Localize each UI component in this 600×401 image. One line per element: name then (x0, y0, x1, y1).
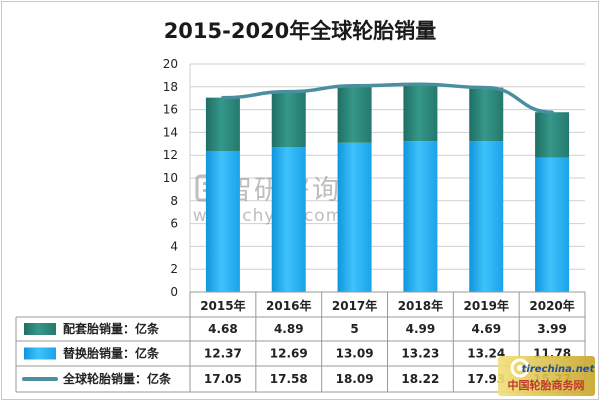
data-label-oe-2: 4.89 (274, 322, 304, 336)
legend-marker-oe (24, 323, 56, 335)
x-category-label: 2015年 (200, 298, 245, 313)
x-category-label: 2018年 (398, 298, 443, 313)
data-label-total-3: 18.09 (336, 372, 374, 386)
tire-logo-icon (510, 358, 530, 378)
bar-oe-2 (271, 91, 306, 148)
bar-replacement-4 (403, 141, 438, 292)
data-label-oe-5: 4.69 (471, 322, 501, 336)
site-badge: tirechina.net 中国轮胎商务网 (498, 356, 596, 396)
y-tick-label: 8 (170, 194, 178, 208)
bar-oe-4 (403, 84, 438, 142)
y-tick-label: 4 (170, 239, 178, 253)
data-label-total-2: 17.58 (270, 372, 308, 386)
bar-replacement-6 (535, 157, 570, 292)
x-category-label: 2017年 (332, 298, 377, 313)
bar-replacement-3 (337, 142, 372, 292)
site-badge-en: tirechina.net (522, 364, 596, 375)
x-category-label: 2019年 (464, 298, 509, 313)
y-tick-label: 18 (163, 80, 178, 94)
x-category-label: 2020年 (529, 298, 574, 313)
series-label-rep: 替换胎销量：亿条 (63, 346, 160, 361)
y-tick-label: 16 (163, 103, 178, 117)
legend-marker-rep (24, 347, 56, 360)
data-label-oe-3: 5 (350, 322, 358, 336)
y-tick-label: 10 (163, 171, 178, 185)
data-label-rep-2: 12.69 (270, 347, 308, 361)
x-category-label: 2016年 (266, 298, 311, 313)
y-tick-label: 12 (163, 148, 178, 162)
bar-replacement-1 (205, 150, 240, 292)
bar-replacement-5 (469, 141, 504, 292)
bar-oe-1 (205, 97, 240, 151)
data-label-oe-6: 3.99 (537, 322, 567, 336)
y-axis-ticks: 0 2 4 6 8 10 12 14 16 18 20 (163, 57, 178, 299)
bar-replacement-2 (271, 147, 306, 292)
y-tick-label: 14 (163, 125, 178, 139)
total-line-series (221, 82, 554, 114)
y-tick-label: 6 (170, 217, 178, 231)
data-label-total-4: 18.22 (401, 372, 439, 386)
data-label-oe-1: 4.68 (208, 322, 238, 336)
bar-oe-3 (337, 85, 372, 143)
data-label-rep-1: 12.37 (204, 347, 242, 361)
data-label-rep-3: 13.09 (336, 347, 374, 361)
series-label-total: 全球轮胎销量：亿条 (62, 371, 172, 386)
chart-title: 2015-2020年全球轮胎销量 (164, 19, 437, 43)
site-badge-background (498, 356, 595, 396)
y-tick-label: 0 (170, 285, 178, 299)
bar-oe-6 (535, 112, 570, 158)
data-label-rep-4: 13.23 (401, 347, 439, 361)
site-badge-cn: 中国轮胎商务网 (508, 378, 585, 392)
data-label-rep-5: 13.24 (467, 347, 505, 361)
bar-oe-5 (469, 87, 504, 142)
total-line (221, 82, 554, 114)
y-tick-label: 20 (163, 57, 178, 71)
data-label-oe-4: 4.99 (406, 322, 436, 336)
y-tick-label: 2 (170, 262, 178, 276)
bars (205, 84, 570, 292)
series-label-oe: 配套胎销量：亿条 (63, 321, 160, 336)
data-label-total-5: 17.93 (467, 372, 505, 386)
data-label-total-1: 17.05 (204, 372, 242, 386)
